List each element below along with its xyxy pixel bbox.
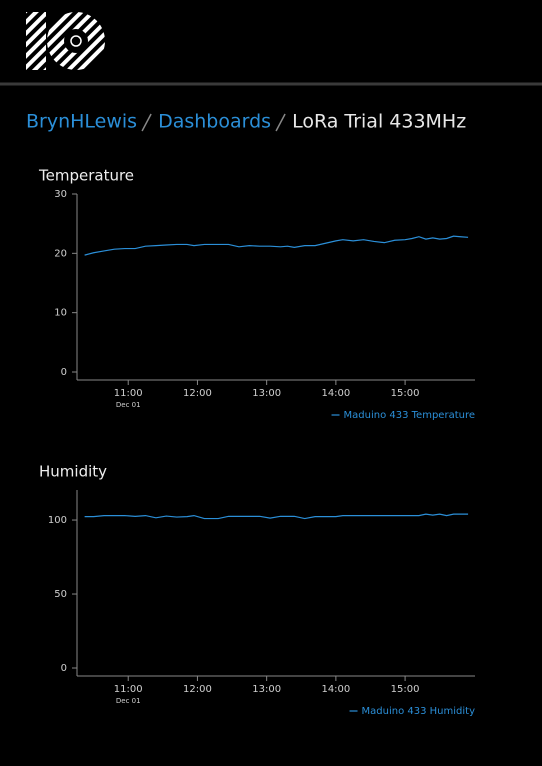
logo-i [26,12,46,70]
x-tick-sublabel: Dec 01 [116,697,141,705]
breadcrumb-separator [141,113,152,132]
y-tick-label: 50 [54,589,67,600]
y-tick-label: 0 [61,367,67,378]
x-tick-label: 11:00 [114,684,143,695]
x-tick-label: 13:00 [252,388,281,399]
y-tick-label: 20 [54,248,67,259]
x-tick-label: 15:00 [391,684,420,695]
y-tick-label: 100 [48,515,67,526]
breadcrumb-link[interactable]: BrynHLewis [26,111,137,133]
breadcrumb-separator [275,113,286,132]
y-tick-label: 0 [61,663,67,674]
breadcrumb-link[interactable]: Dashboards [158,111,271,133]
x-tick-label: 14:00 [321,684,350,695]
logo[interactable] [26,12,105,70]
legend-label: Maduino 433 Humidity [362,706,476,717]
logo-star [70,35,82,47]
breadcrumb-current: LoRa Trial 433MHz [292,111,466,133]
x-tick-label: 14:00 [321,388,350,399]
x-tick-label: 12:00 [183,684,212,695]
y-tick-label: 30 [54,189,67,200]
chart-title: Temperature [38,167,134,185]
data-line [84,513,469,520]
y-tick-label: 10 [54,308,67,319]
x-tick-label: 13:00 [252,684,281,695]
logo-core [64,29,88,53]
x-tick-sublabel: Dec 01 [116,401,141,409]
x-tick-label: 15:00 [391,388,420,399]
data-line [84,235,469,256]
chart-title: Humidity [39,463,107,481]
legend-label: Maduino 433 Temperature [344,410,475,421]
x-tick-label: 11:00 [114,388,143,399]
x-tick-label: 12:00 [183,388,212,399]
